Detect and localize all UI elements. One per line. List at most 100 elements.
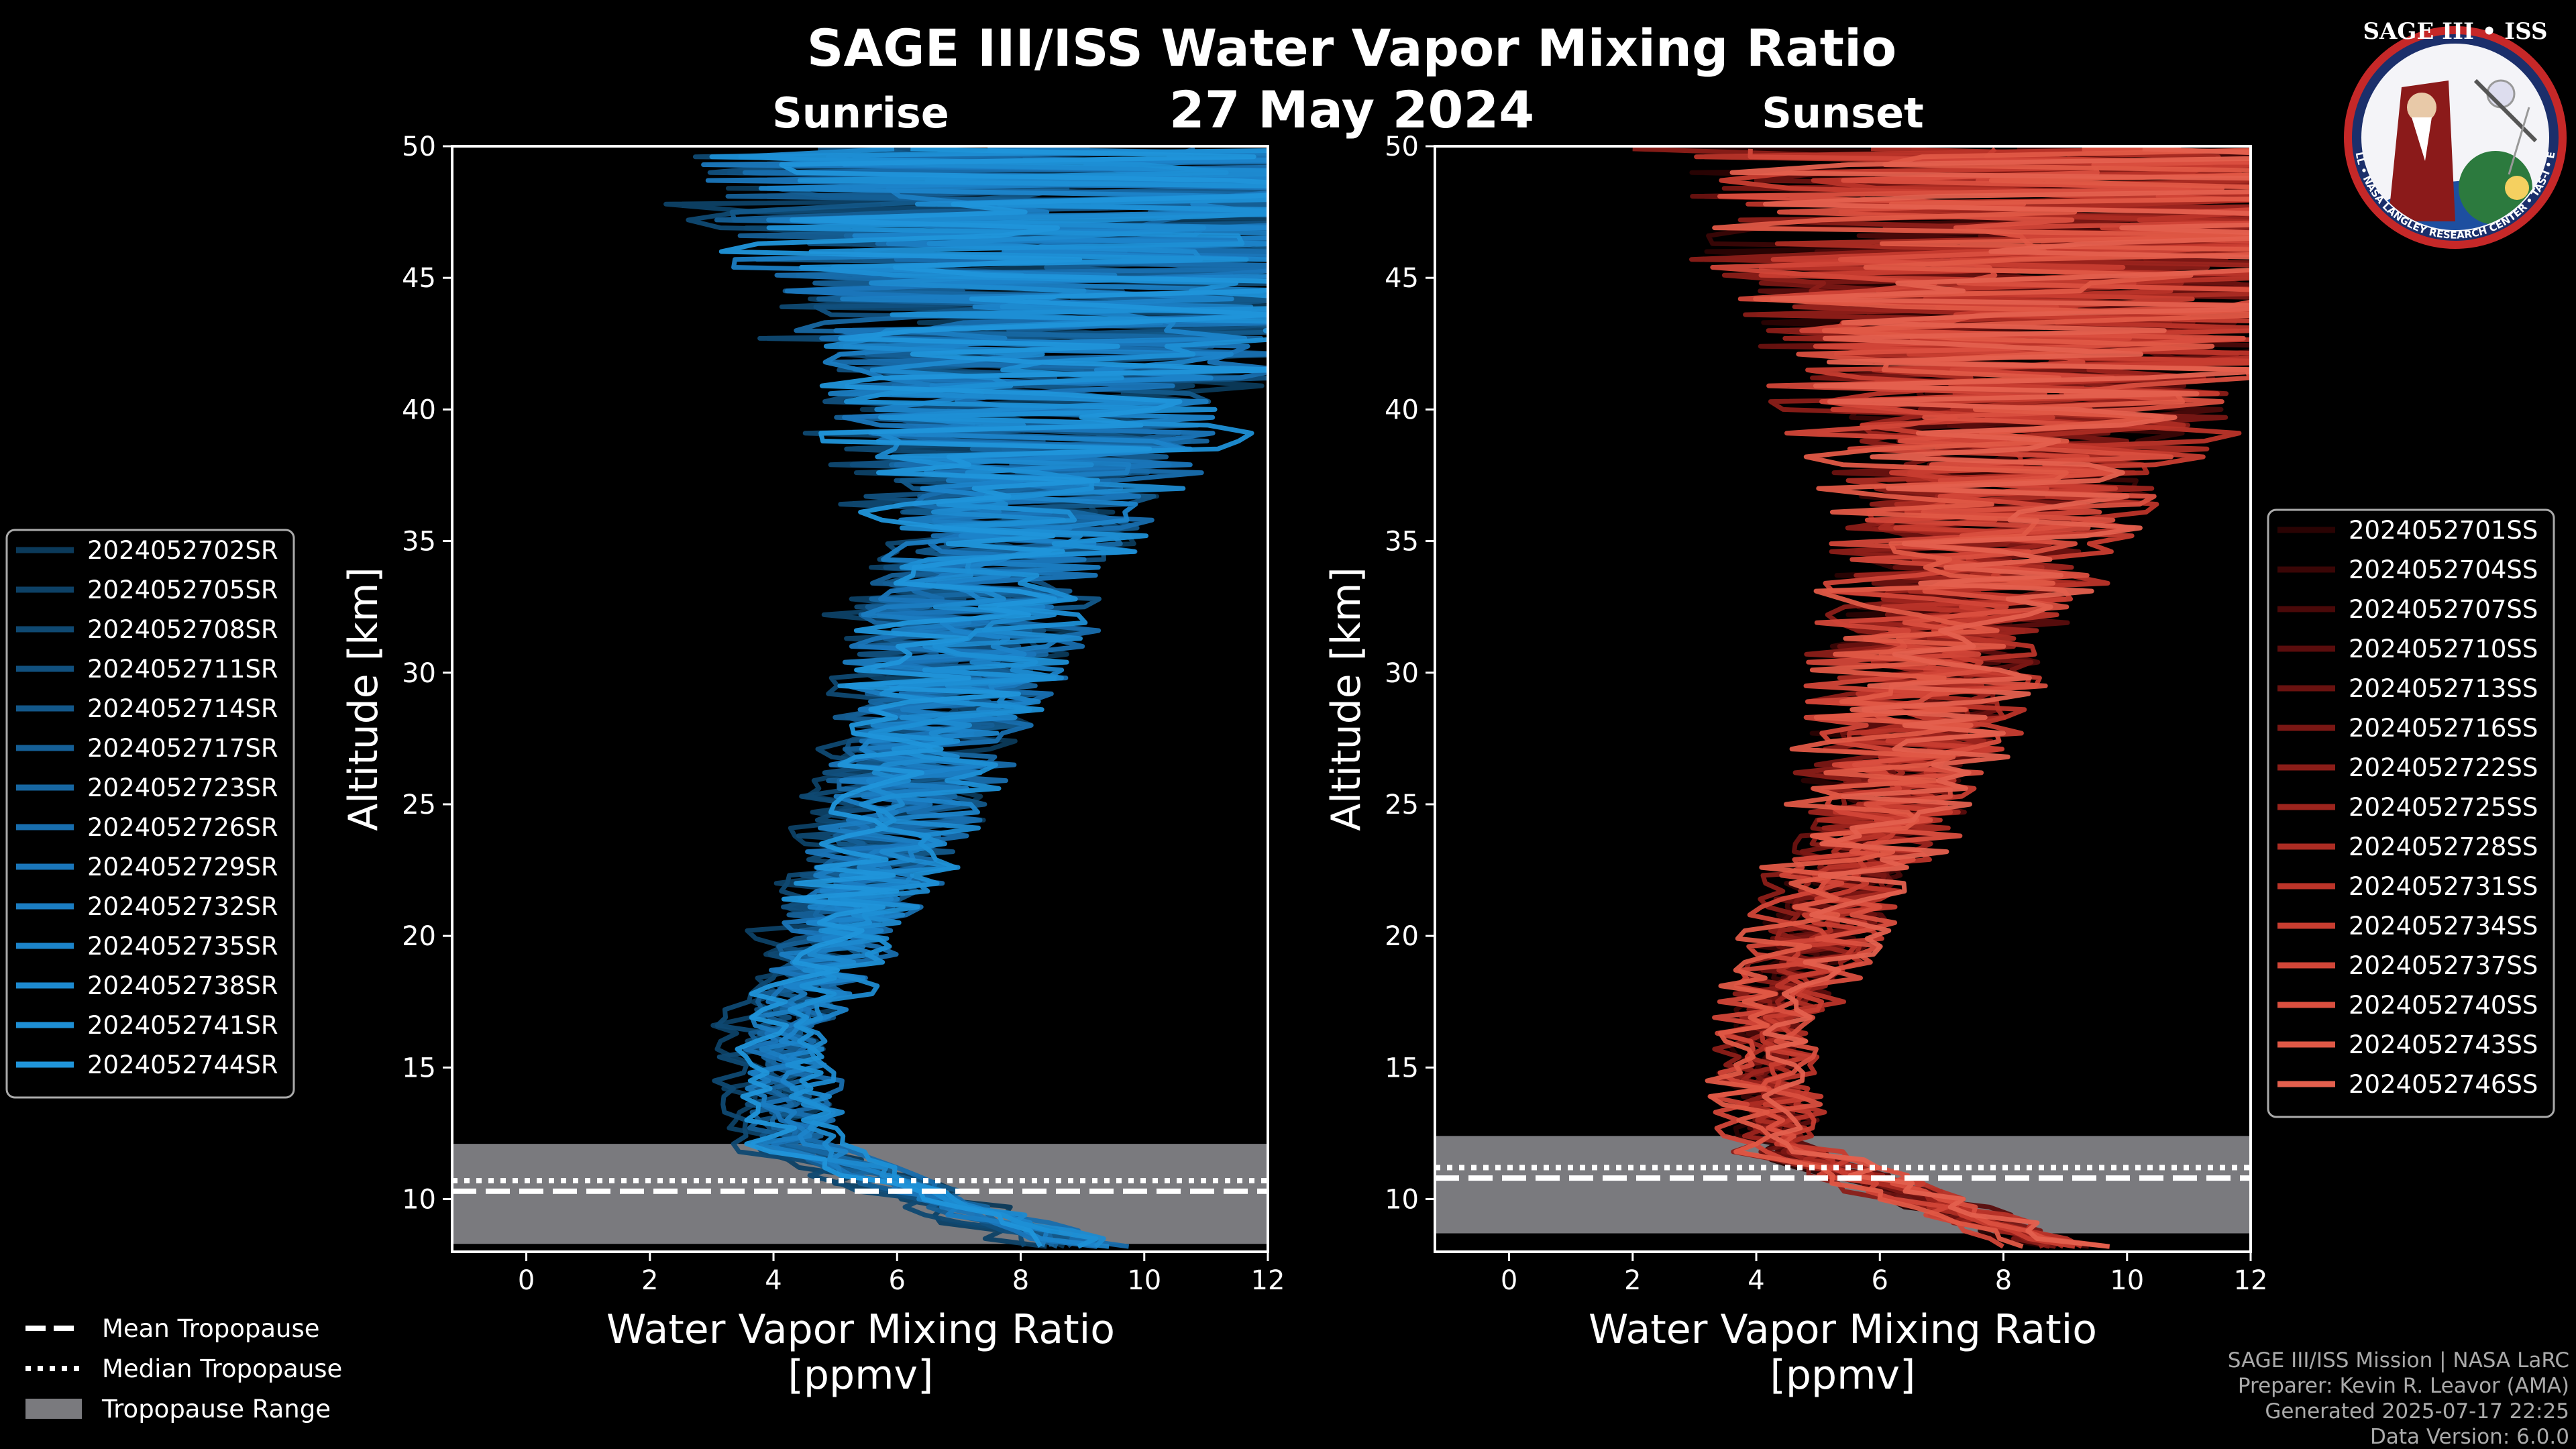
x-tick-label: 8 xyxy=(1012,1265,1029,1296)
sunset-ticks: 0 2 4 6 8 10 12 10 15 20 25 30 35 40 45 50 xyxy=(1385,131,2267,1296)
legend-entry: 2024052737SS xyxy=(2349,951,2538,980)
sunrise-y-axis-label: Altitude [km] xyxy=(340,567,387,831)
sunrise-x-axis-label: Water Vapor Mixing Ratio xyxy=(606,1306,1115,1353)
sunset-panel-title: Sunset xyxy=(1762,89,1924,138)
figure-title: SAGE III/ISS Water Vapor Mixing Ratio xyxy=(807,18,1897,78)
credit-line: SAGE III/ISS Mission | NASA LaRC xyxy=(2228,1348,2569,1373)
legend-entry: 2024052728SS xyxy=(2349,833,2538,861)
y-tick-label: 35 xyxy=(402,527,436,557)
legend-entry: 2024052710SS xyxy=(2349,635,2538,663)
legend-frame xyxy=(2267,508,2555,1118)
x-tick-label: 4 xyxy=(1748,1265,1764,1296)
legend-entry: 2024052740SS xyxy=(2349,991,2538,1020)
legend-entry: 2024052701SS xyxy=(2349,516,2538,545)
legend-entry: Tropopause Range xyxy=(101,1395,331,1424)
x-tick-label: 6 xyxy=(1872,1265,1888,1296)
y-tick-label: 20 xyxy=(402,921,436,952)
y-tick-label: 35 xyxy=(1385,527,1419,557)
profile-line xyxy=(1717,146,2251,1249)
profile-line xyxy=(1632,146,2251,1249)
legend-entry: 2024052722SS xyxy=(2349,753,2538,782)
credit-line: Preparer: Kevin R. Leavor (AMA) xyxy=(2238,1374,2569,1398)
y-tick-label: 45 xyxy=(402,263,436,294)
y-tick-label: 10 xyxy=(402,1185,436,1216)
profile-line xyxy=(718,146,1268,1248)
legend-entry: 2024052704SS xyxy=(2349,555,2538,584)
x-tick-label: 6 xyxy=(889,1265,906,1296)
legend-swatch xyxy=(25,1399,82,1419)
y-tick-label: 15 xyxy=(402,1053,436,1083)
x-tick-label: 12 xyxy=(1251,1265,1285,1296)
y-tick-label: 30 xyxy=(1385,658,1419,689)
sunset-x-axis-unit: [ppmv] xyxy=(1770,1352,1916,1399)
credit-line: Data Version: 6.0.0 xyxy=(2370,1425,2569,1449)
legend-entry: 2024052746SS xyxy=(2349,1070,2538,1099)
x-tick-label: 2 xyxy=(641,1265,658,1296)
legend-entry: 2024052714SR xyxy=(87,694,278,723)
legend-entry: 2024052716SS xyxy=(2349,714,2538,743)
tropopause-legend: Mean Tropopause Median Tropopause Tropopau… xyxy=(25,1314,342,1424)
y-tick-label: 50 xyxy=(402,131,436,162)
sunset-y-axis-label: Altitude [km] xyxy=(1323,567,1370,831)
legend-entry: 2024052726SR xyxy=(87,813,278,842)
legend-entry: 2024052734SS xyxy=(2349,912,2538,941)
sunrise-plot-frame xyxy=(451,145,1269,1253)
sunrise-panel-title: Sunrise xyxy=(772,89,949,138)
y-tick-label: 40 xyxy=(1385,394,1419,425)
x-tick-label: 2 xyxy=(1624,1265,1641,1296)
y-tick-label: 40 xyxy=(402,394,436,425)
legend-entry: 2024052711SR xyxy=(87,655,278,684)
profile-line xyxy=(709,148,1268,1249)
profile-line xyxy=(1729,146,2251,1249)
sunrise-plot-area xyxy=(452,146,1268,1249)
legend-entry: 2024052723SR xyxy=(87,773,278,802)
x-tick-label: 12 xyxy=(2234,1265,2268,1296)
y-tick-label: 25 xyxy=(1385,790,1419,820)
x-tick-label: 4 xyxy=(765,1265,782,1296)
legend-entry: 2024052732SR xyxy=(87,892,278,921)
sunrise-legend: 2024052702SR 2024052705SR 2024052708SR 2024… xyxy=(5,529,295,1099)
y-tick-label: 15 xyxy=(1385,1053,1419,1083)
legend-entry: Median Tropopause xyxy=(102,1354,342,1383)
y-tick-label: 10 xyxy=(1385,1185,1419,1216)
profile-line xyxy=(758,157,1268,1249)
x-tick-label: 0 xyxy=(518,1265,535,1296)
legend-entry: 2024052743SS xyxy=(2349,1030,2538,1059)
sunrise-ticks: 0 2 4 6 8 10 12 10 15 20 25 30 35 40 45 50 xyxy=(402,131,1285,1296)
sunrise-panel: 0 2 4 6 8 10 12 10 15 20 25 30 35 40 45 50 Water Vapor … xyxy=(340,131,1285,1399)
x-tick-label: 10 xyxy=(1127,1265,1161,1296)
sunset-x-axis-label: Water Vapor Mixing Ratio xyxy=(1589,1306,2097,1353)
legend-entry: 2024052741SR xyxy=(87,1011,278,1040)
sunset-plot-area xyxy=(1435,146,2251,1249)
sunset-panel: 0 2 4 6 8 10 12 10 15 20 25 30 35 40 45 50 Water Vapor … xyxy=(1323,131,2267,1399)
x-tick-label: 8 xyxy=(1995,1265,2012,1296)
y-tick-label: 25 xyxy=(402,790,436,820)
y-tick-label: 45 xyxy=(1385,263,1419,294)
legend-entry: 2024052713SS xyxy=(2349,674,2538,703)
legend-entry: 2024052708SR xyxy=(87,615,278,644)
legend-frame xyxy=(5,529,295,1099)
legend-entry: 2024052735SR xyxy=(87,932,278,961)
legend-entry: 2024052702SR xyxy=(87,536,278,565)
x-tick-label: 10 xyxy=(2110,1265,2144,1296)
legend-entry: 2024052744SR xyxy=(87,1051,278,1079)
legend-entry: 2024052731SS xyxy=(2349,872,2538,901)
legend-entry: Mean Tropopause xyxy=(102,1314,320,1343)
y-tick-label: 50 xyxy=(1385,131,1419,162)
legend-entry: 2024052725SS xyxy=(2349,793,2538,822)
figure-date: 27 May 2024 xyxy=(1169,80,1534,140)
credits: SAGE III/ISS Mission | NASA LaRC Prepare… xyxy=(2228,1348,2569,1449)
legend-entry: 2024052738SR xyxy=(87,971,278,1000)
profile-line xyxy=(1705,148,2251,1249)
sunset-legend: 2024052701SS 2024052704SS 2024052707SS 2024… xyxy=(2267,508,2555,1118)
sunset-plot-frame xyxy=(1434,145,2252,1253)
legend-entry: 2024052729SR xyxy=(87,853,278,881)
legend-entry: 2024052705SR xyxy=(87,576,278,604)
legend-entry: 2024052717SR xyxy=(87,734,278,763)
legend-entry: 2024052707SS xyxy=(2349,595,2538,624)
logo-name: SAGE III • ISS xyxy=(2363,18,2547,45)
y-tick-label: 30 xyxy=(402,658,436,689)
sunrise-x-axis-unit: [ppmv] xyxy=(788,1352,934,1399)
credit-line: Generated 2025-07-17 22:25 xyxy=(2265,1399,2569,1424)
